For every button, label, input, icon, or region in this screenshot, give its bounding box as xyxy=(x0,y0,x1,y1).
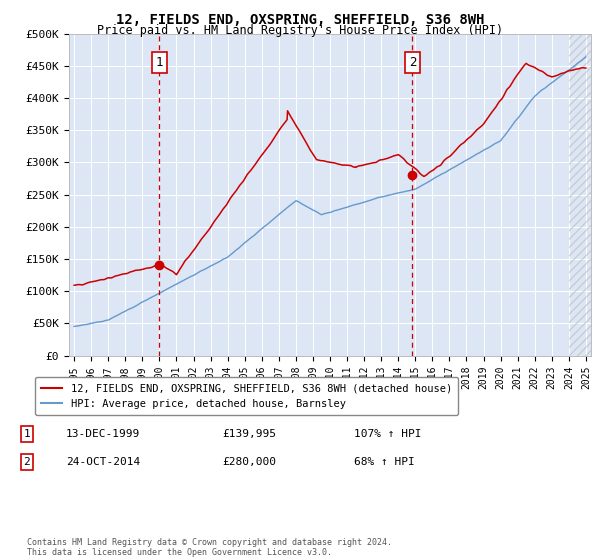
Text: 13-DEC-1999: 13-DEC-1999 xyxy=(66,429,140,439)
Text: £280,000: £280,000 xyxy=(222,457,276,467)
Text: 1: 1 xyxy=(23,429,31,439)
Text: 2: 2 xyxy=(409,56,416,69)
Text: 24-OCT-2014: 24-OCT-2014 xyxy=(66,457,140,467)
Text: £139,995: £139,995 xyxy=(222,429,276,439)
Text: 107% ↑ HPI: 107% ↑ HPI xyxy=(354,429,421,439)
Text: 2: 2 xyxy=(23,457,31,467)
Text: 68% ↑ HPI: 68% ↑ HPI xyxy=(354,457,415,467)
Text: Price paid vs. HM Land Registry's House Price Index (HPI): Price paid vs. HM Land Registry's House … xyxy=(97,24,503,37)
Text: Contains HM Land Registry data © Crown copyright and database right 2024.
This d: Contains HM Land Registry data © Crown c… xyxy=(27,538,392,557)
Legend: 12, FIELDS END, OXSPRING, SHEFFIELD, S36 8WH (detached house), HPI: Average pric: 12, FIELDS END, OXSPRING, SHEFFIELD, S36… xyxy=(35,377,458,415)
Text: 12, FIELDS END, OXSPRING, SHEFFIELD, S36 8WH: 12, FIELDS END, OXSPRING, SHEFFIELD, S36… xyxy=(116,13,484,27)
Bar xyxy=(569,34,591,356)
Text: 1: 1 xyxy=(155,56,163,69)
